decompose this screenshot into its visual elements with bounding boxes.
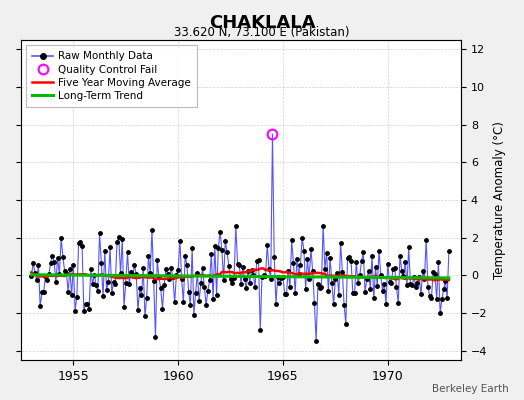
Text: CHAKLALA: CHAKLALA bbox=[209, 14, 315, 32]
Text: 33.620 N, 73.100 E (Pakistan): 33.620 N, 73.100 E (Pakistan) bbox=[174, 26, 350, 39]
Y-axis label: Temperature Anomaly (°C): Temperature Anomaly (°C) bbox=[493, 121, 506, 279]
Text: Berkeley Earth: Berkeley Earth bbox=[432, 384, 508, 394]
Legend: Raw Monthly Data, Quality Control Fail, Five Year Moving Average, Long-Term Tren: Raw Monthly Data, Quality Control Fail, … bbox=[26, 45, 198, 107]
